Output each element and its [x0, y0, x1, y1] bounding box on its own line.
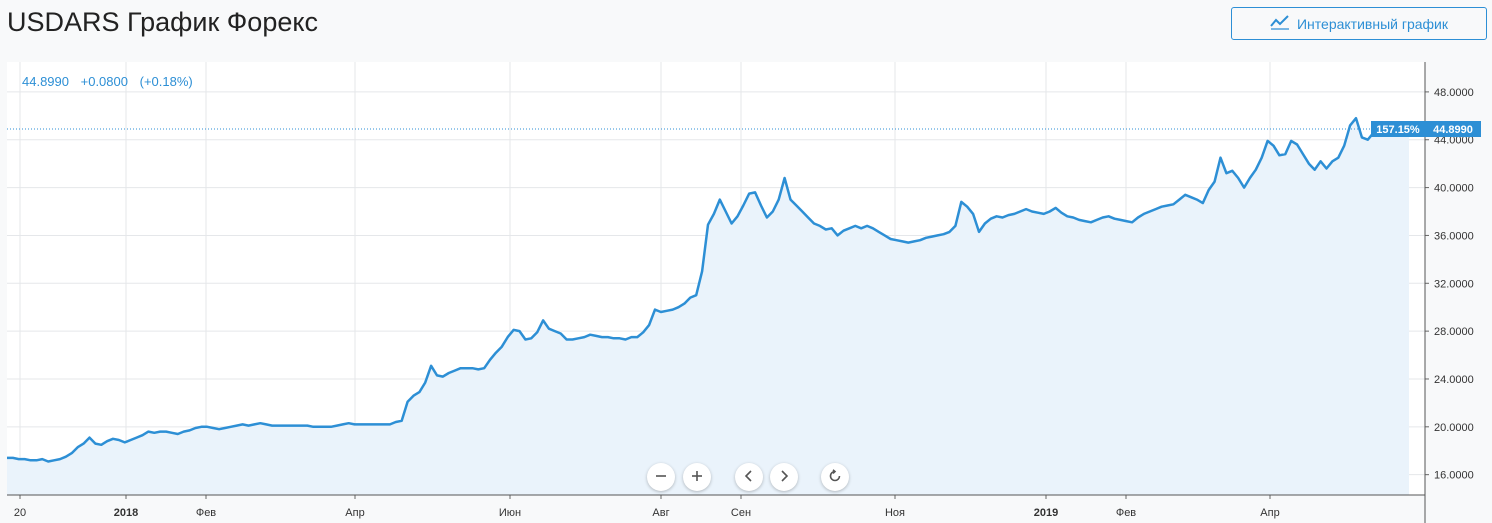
reset-icon: [828, 467, 842, 488]
scroll-left-icon: [742, 467, 756, 488]
y-tick-label: 24.0000: [1434, 374, 1474, 386]
x-tick-label: Сен: [731, 507, 751, 519]
zoom-out-button[interactable]: [647, 463, 675, 491]
y-tick-label: 28.0000: [1434, 326, 1474, 338]
scroll-right-icon: [777, 467, 791, 488]
percent-badge: [1371, 120, 1425, 137]
x-tick-label: Апр: [1260, 507, 1279, 519]
chart-line-icon: [1270, 14, 1290, 33]
price-badge-label: 44.8990: [1433, 124, 1473, 136]
zoom-in-button[interactable]: [683, 463, 711, 491]
page-title: USDARS График Форекс: [7, 7, 318, 37]
x-tick-label: Фев: [196, 507, 216, 519]
y-tick-label: 20.0000: [1434, 422, 1474, 434]
x-tick-label: 2018: [114, 507, 138, 519]
series-line: [7, 116, 1410, 463]
x-tick-label: 2019: [1034, 507, 1058, 519]
zoom-in-icon: [690, 467, 704, 488]
zoom-out-icon: [654, 467, 668, 488]
x-tick-label: Апр: [345, 507, 364, 519]
scroll-right-button[interactable]: [770, 463, 798, 491]
interactive-chart-button-label: Интерактивный график: [1296, 15, 1448, 32]
scroll-left-button[interactable]: [735, 463, 763, 491]
reset-button[interactable]: [821, 463, 849, 491]
percent-badge-label: 157.15%: [1376, 124, 1420, 136]
x-tick-label: Фев: [1116, 507, 1136, 519]
interactive-chart-button[interactable]: Интерактивный график: [1231, 7, 1487, 40]
x-tick-label: 20: [14, 507, 26, 519]
quote-change: +0.0800: [80, 74, 128, 89]
y-tick-label: 40.0000: [1434, 183, 1474, 195]
y-tick-label: 32.0000: [1434, 278, 1474, 290]
quote-change-pct: (+0.18%): [139, 74, 193, 89]
x-tick-label: Июн: [499, 507, 521, 519]
quote-summary: 44.8990 +0.0800 (+0.18%): [22, 74, 201, 89]
y-tick-label: 16.0000: [1434, 470, 1474, 482]
y-tick-label: 48.0000: [1434, 87, 1474, 99]
x-tick-label: Авг: [652, 507, 669, 519]
y-tick-label: 36.0000: [1434, 230, 1474, 242]
quote-price: 44.8990: [22, 74, 69, 89]
x-tick-label: Ноя: [885, 507, 905, 519]
price-badge: [1425, 120, 1481, 137]
y-tick-label: 44.0000: [1434, 135, 1474, 147]
series-area: [7, 118, 1409, 495]
